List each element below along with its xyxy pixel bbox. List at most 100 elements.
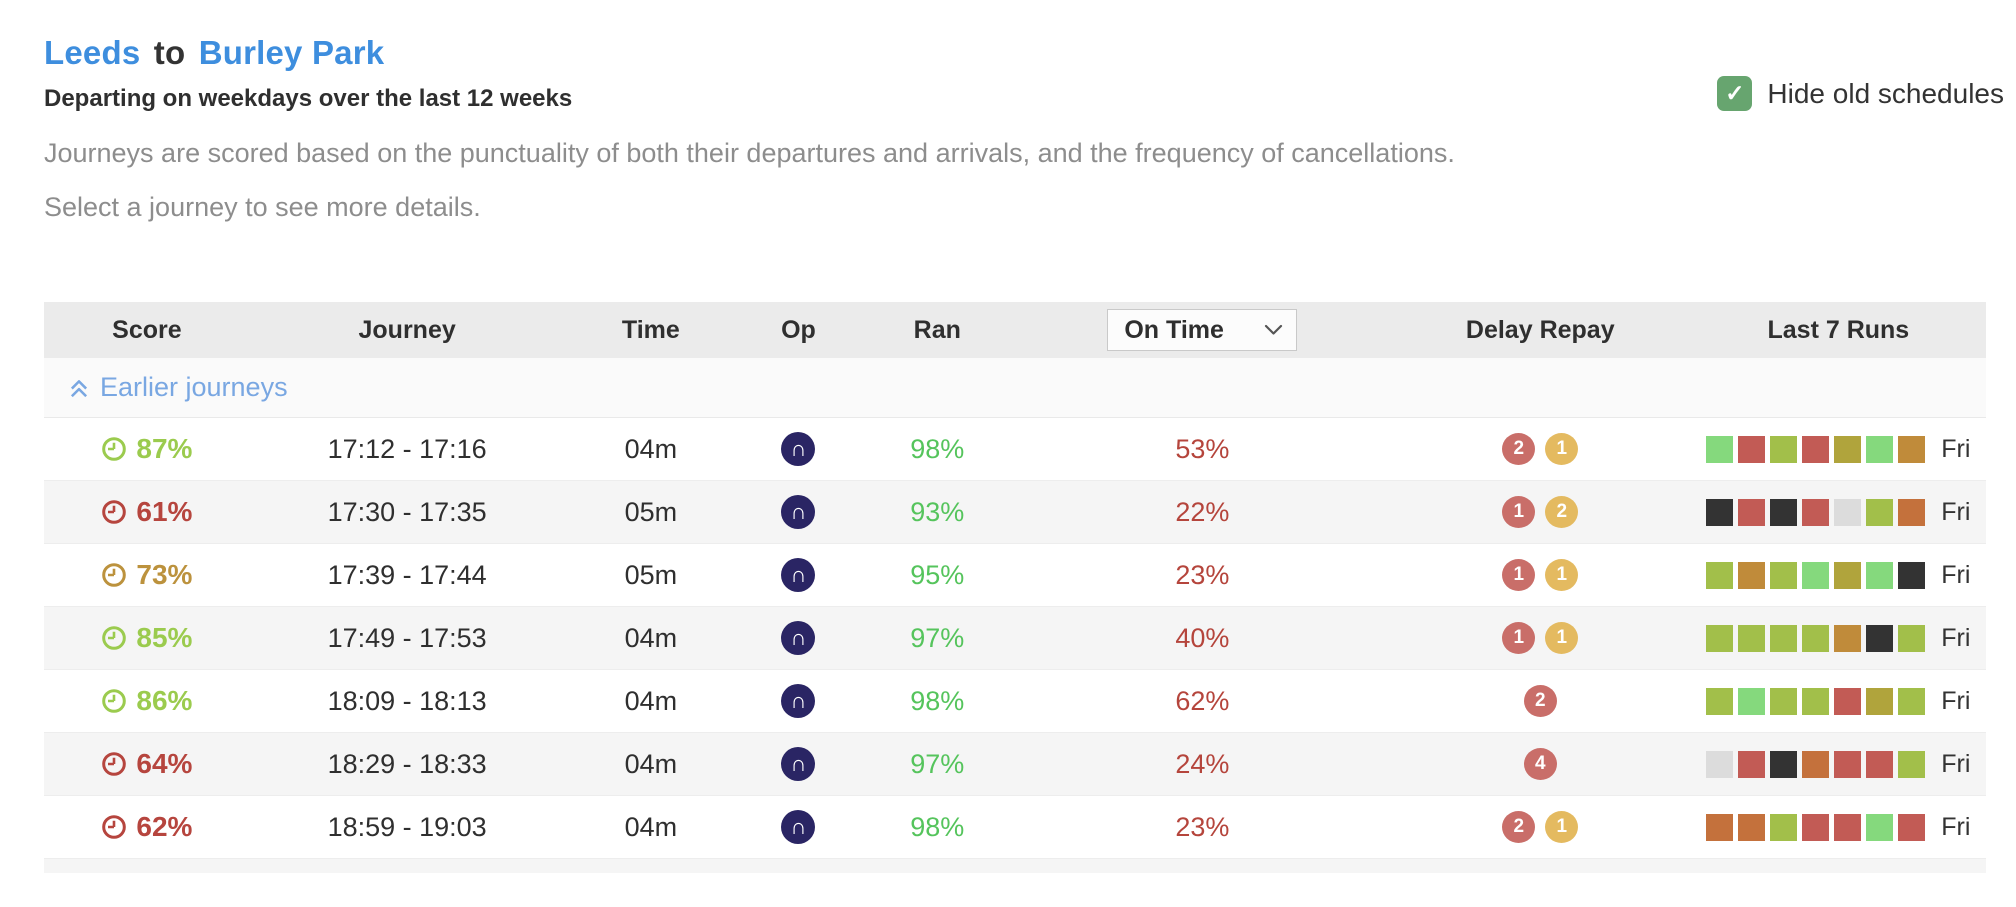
journey-times: 18:29 - 18:33 [327, 748, 487, 779]
journey-times: 18:09 - 18:13 [327, 685, 487, 716]
delay-repay-badge-red: 2 [1502, 811, 1536, 843]
run-square-gray [1834, 498, 1862, 526]
journey-duration: 05m [624, 559, 678, 590]
run-square-yellow-green [1738, 624, 1766, 652]
last-7-runs [1706, 624, 1926, 652]
run-day-label: Fri [1941, 812, 1971, 841]
journey-times: 17:39 - 17:44 [327, 559, 487, 590]
journey-times: 17:49 - 17:53 [327, 622, 487, 653]
header-ran: Ran [913, 315, 961, 344]
delay-repay-badge-red: 1 [1502, 622, 1536, 654]
operator-logo-northern-icon: ∩ [781, 810, 816, 844]
journey-duration: 04m [624, 748, 678, 779]
earlier-journeys-link[interactable]: Earlier journeys [68, 372, 288, 403]
run-square-black [1866, 624, 1894, 652]
destination-station-link[interactable]: Burley Park [198, 34, 385, 71]
run-square-black [1770, 498, 1798, 526]
run-square-black [1770, 750, 1798, 778]
header-op: Op [781, 315, 816, 344]
delay-repay-badge-red: 4 [1523, 748, 1557, 780]
run-square-yellow-green [1706, 561, 1734, 589]
score-percent: 64% [136, 748, 193, 779]
score-value: 86% [101, 685, 192, 717]
run-square-orange [1738, 813, 1766, 841]
operator-logo-northern-icon: ∩ [781, 621, 816, 655]
run-day-label: Fri [1941, 497, 1971, 526]
journey-duration: 04m [624, 685, 678, 716]
table-row[interactable]: 86% 18:09 - 18:13 04m ∩ 98% 62% 2 Fri [44, 670, 1986, 733]
last-7-runs [1706, 813, 1926, 841]
run-square-red [1834, 750, 1862, 778]
header-last-7-runs: Last 7 Runs [1767, 315, 1910, 344]
header-journey: Journey [358, 315, 456, 344]
table-row[interactable]: 64% 18:29 - 18:33 04m ∩ 97% 24% 4 Fri [44, 733, 1986, 796]
run-square-light-green [1866, 813, 1894, 841]
hide-old-schedules-label: Hide old schedules [1767, 77, 2004, 109]
run-square-red [1898, 813, 1926, 841]
run-square-orange [1706, 813, 1734, 841]
hide-old-schedules-checkbox[interactable]: ✓ [1717, 76, 1753, 111]
run-square-yellow-green [1802, 624, 1830, 652]
ran-percent: 98% [910, 433, 965, 464]
run-square-yellow-green [1866, 498, 1894, 526]
run-square-olive [1866, 687, 1894, 715]
origin-station-link[interactable]: Leeds [44, 34, 141, 71]
run-square-red [1834, 687, 1862, 715]
score-percent: 86% [136, 685, 193, 716]
journey-times: 17:30 - 17:35 [327, 496, 487, 527]
run-day-label: Fri [1941, 434, 1971, 463]
score-value: 61% [101, 496, 192, 528]
score-value: 64% [101, 748, 192, 780]
run-square-gold [1834, 624, 1862, 652]
run-square-yellow-green [1770, 435, 1798, 463]
run-square-light-green [1802, 561, 1830, 589]
run-square-red [1738, 498, 1766, 526]
operator-logo-northern-icon: ∩ [781, 558, 816, 592]
delay-repay-badge-red: 1 [1502, 559, 1536, 591]
journeys-table: Score Journey Time Op Ran On Time Delay … [44, 302, 1986, 873]
delay-repay-badge-amber: 1 [1545, 433, 1579, 465]
table-row-partial [44, 859, 1986, 873]
header-score: Score [112, 315, 182, 344]
on-time-percent: 24% [1175, 748, 1230, 779]
last-7-runs [1706, 750, 1926, 778]
run-square-yellow-green [1898, 624, 1926, 652]
journey-times: 18:59 - 19:03 [327, 811, 487, 842]
score-percent: 73% [136, 559, 193, 590]
journey-results-page: Leeds to Burley Park Departing on weekda… [0, 34, 2016, 873]
header-on-time: On Time [1015, 309, 1390, 351]
run-day-label: Fri [1941, 749, 1971, 778]
run-square-yellow-green [1802, 687, 1830, 715]
run-square-light-green [1866, 435, 1894, 463]
delay-repay-badge-red: 2 [1523, 685, 1557, 717]
delay-repay-badges: 4 [1390, 748, 1691, 780]
run-square-red [1738, 435, 1766, 463]
select-journey-instruction: Select a journey to see more details. [44, 192, 481, 222]
on-time-dropdown-value: On Time [1124, 315, 1224, 344]
on-time-percent: 22% [1175, 496, 1230, 527]
journey-duration: 05m [624, 496, 678, 527]
double-chevron-up-icon [70, 379, 88, 397]
clock-icon [102, 752, 127, 776]
header-delay-repay: Delay Repay [1465, 315, 1615, 344]
operator-logo-northern-icon: ∩ [781, 747, 816, 781]
on-time-metric-dropdown[interactable]: On Time [1107, 309, 1298, 351]
run-square-light-green [1706, 435, 1734, 463]
score-percent: 61% [136, 496, 193, 527]
run-square-orange [1898, 498, 1926, 526]
page-title: Leeds to Burley Park [44, 34, 1986, 72]
run-square-light-green [1866, 561, 1894, 589]
earlier-journeys-row: Earlier journeys [44, 358, 1986, 418]
clock-icon [102, 626, 127, 650]
run-square-yellow-green [1770, 624, 1798, 652]
